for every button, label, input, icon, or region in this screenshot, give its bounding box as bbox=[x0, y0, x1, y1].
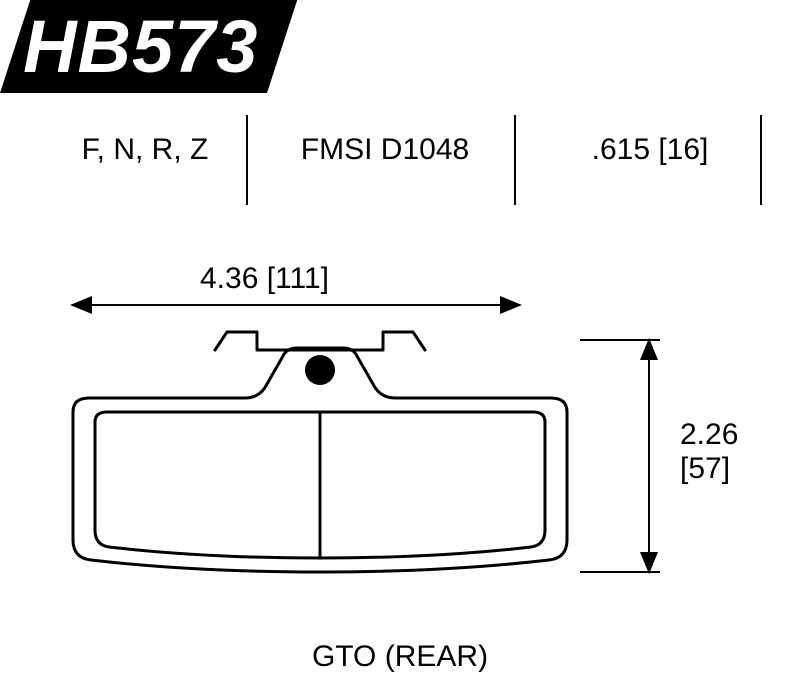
product-label: GTO (REAR) bbox=[0, 640, 800, 674]
spec-divider-2 bbox=[514, 115, 516, 205]
width-dim-arrow bbox=[72, 304, 520, 306]
height-dim-arrow bbox=[648, 340, 650, 572]
height-dim-label-1: 2.26 bbox=[680, 418, 738, 452]
height-ext-top bbox=[580, 339, 660, 341]
height-ext-bottom bbox=[580, 571, 660, 573]
spec-divider-1 bbox=[246, 115, 248, 205]
spec-divider-3 bbox=[760, 115, 762, 205]
brake-pad-drawing bbox=[55, 320, 585, 590]
spec-thickness: .615 [16] bbox=[550, 133, 750, 167]
width-dim-label: 4.36 [111] bbox=[200, 262, 329, 296]
spec-fmsi: FMSI D1048 bbox=[270, 133, 500, 167]
header-bar: HB573 bbox=[0, 0, 298, 93]
part-number: HB573 bbox=[23, 4, 258, 89]
height-dim-label-2: [57] bbox=[680, 452, 730, 486]
spec-compounds: F, N, R, Z bbox=[60, 133, 230, 167]
